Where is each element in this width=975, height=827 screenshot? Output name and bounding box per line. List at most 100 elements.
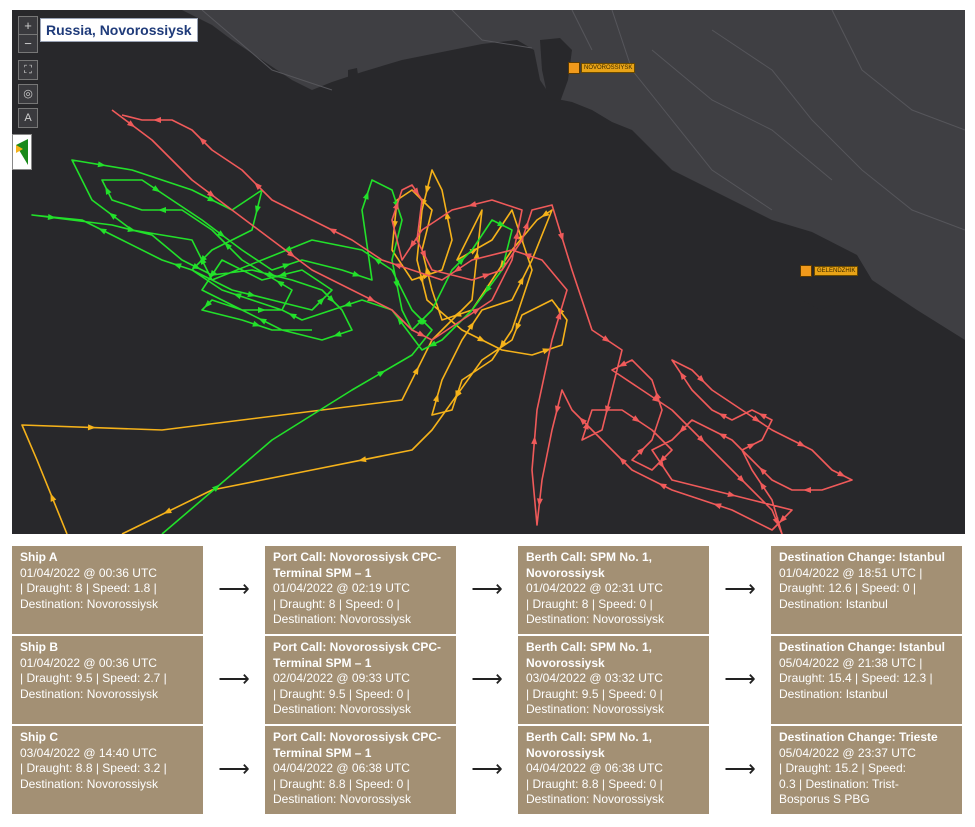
- land-bay-novorossiysk: [540, 38, 572, 102]
- timeline-arrow-icon: ⟶: [218, 576, 250, 601]
- north-button[interactable]: A: [18, 108, 38, 128]
- ship-a-track-arrow: [482, 273, 491, 280]
- card-heading: Destination Change: Trieste: [779, 730, 938, 744]
- ship-a-track-arrow: [759, 481, 767, 490]
- ship-a-track-arrow: [752, 415, 761, 423]
- ship-a-track-arrow: [727, 491, 736, 497]
- ship-b-track-arrow: [212, 484, 221, 492]
- port-marker-novorossiysk[interactable]: [568, 62, 580, 74]
- ship-c-track-arrow: [50, 493, 57, 502]
- ship-a-track-arrow: [393, 263, 402, 270]
- track-legend-toggle[interactable]: [12, 134, 32, 170]
- ship-a-track-arrow: [837, 470, 846, 477]
- ship-a-track-arrow: [619, 457, 627, 465]
- ship-b-track-arrow: [393, 280, 400, 289]
- ship-a-track-arrow: [522, 221, 529, 230]
- zoom-in-button[interactable]: +: [24, 18, 32, 33]
- ship-b-track: [31, 159, 513, 534]
- ship-a-track-arrow: [618, 360, 627, 367]
- ship-a-track-arrow: [557, 232, 564, 242]
- card-body: 01/04/2022 @ 02:31 UTC | Draught: 8 | Sp…: [526, 581, 665, 626]
- ship-a-track-arrow: [555, 311, 562, 320]
- ship-a-track-arrow: [468, 201, 477, 207]
- port-marker-gelendzhik[interactable]: [800, 265, 812, 277]
- card-body: 05/04/2022 @ 21:38 UTC | Draught: 15.4 |…: [779, 655, 933, 701]
- ship-b-track-arrow: [288, 313, 297, 320]
- locate-button[interactable]: ◎: [18, 84, 38, 104]
- ship-a-track-arrow: [797, 440, 806, 447]
- timeline-card: Berth Call: SPM No. 1, Novorossiysk 03/04…: [518, 636, 709, 724]
- land-coast: [182, 10, 965, 340]
- ship-c-track-arrow: [467, 321, 475, 330]
- ship-a-track-arrow: [453, 265, 462, 273]
- port-label-gelendzhik: GELENDZHIK: [814, 266, 859, 276]
- card-body: 01/04/2022 @ 18:51 UTC | Draught: 12.6 |…: [779, 565, 923, 611]
- ship-b-track-arrow: [352, 270, 361, 277]
- zoom-controls: + −: [18, 16, 38, 53]
- timeline-arrow-icon: ⟶: [471, 576, 503, 601]
- ship-b-track-arrow: [97, 161, 106, 168]
- ship-a-track-arrow: [658, 483, 667, 490]
- ship-a-track-arrow: [555, 405, 561, 414]
- ship-a-track-arrow: [472, 307, 481, 315]
- ship-b-track-arrow: [317, 297, 325, 305]
- ship-b-track-arrow: [233, 293, 242, 300]
- ship-b-track-arrow: [258, 318, 267, 325]
- ship-b-track-arrow: [98, 228, 107, 235]
- timeline-card: Ship B 01/04/2022 @ 00:36 UTC | Draught: …: [12, 636, 203, 724]
- ship-c-track-arrow: [453, 310, 462, 317]
- ship-b-track-arrow: [247, 291, 256, 297]
- map-canvas[interactable]: [12, 10, 965, 534]
- ship-c-track-arrow: [454, 390, 462, 399]
- ship-b-track-arrow: [152, 185, 161, 193]
- timeline-card: Berth Call: SPM No. 1, Novorossiysk 01/04…: [518, 546, 709, 634]
- card-heading: Ship A: [20, 550, 58, 564]
- timeline-card: Berth Call: SPM No. 1, Novorossiysk 04/04…: [518, 726, 709, 814]
- ship-c-track-arrow: [517, 276, 524, 285]
- timeline-arrow-icon: ⟶: [471, 756, 503, 781]
- ship-c-track-arrow: [433, 393, 439, 403]
- ship-a-track-arrow: [579, 417, 587, 425]
- card-heading: Ship B: [20, 640, 58, 654]
- ship-a-track-arrow: [737, 475, 745, 483]
- land-bay-gelendzhik: [792, 250, 848, 310]
- ship-a-track-arrow: [523, 253, 532, 260]
- ship-b-track-arrow: [158, 207, 166, 213]
- ship-a-track-arrow: [420, 250, 427, 259]
- ship-c-track-arrow: [418, 275, 424, 284]
- ship-a-track-arrow: [582, 421, 589, 430]
- timeline-arrow-icon: ⟶: [724, 576, 756, 601]
- ship-b-track-arrow: [209, 270, 217, 279]
- fullscreen-button[interactable]: ⛶: [18, 60, 38, 80]
- ship-b-track-arrow: [255, 205, 261, 214]
- card-body: 05/04/2022 @ 23:37 UTC | Draught: 15.2 |…: [779, 745, 916, 807]
- ship-b-track-arrow: [204, 300, 212, 308]
- ship-a-track-arrow: [803, 487, 811, 493]
- ship-a-track-arrow: [772, 517, 779, 526]
- ship-a-track-arrow: [657, 460, 665, 469]
- ship-b-track-arrow: [199, 255, 207, 263]
- timeline-arrow-icon: ⟶: [471, 666, 503, 691]
- card-body: 03/04/2022 @ 14:40 UTC | Draught: 8.8 | …: [20, 745, 167, 791]
- ship-a-track-arrow: [632, 415, 641, 423]
- ship-b-track-arrow: [192, 263, 201, 270]
- ship-a-track-arrow: [417, 330, 426, 337]
- ship-a-track-arrow: [713, 503, 722, 510]
- ship-b-track-arrow: [276, 280, 285, 288]
- ship-b-track-arrow: [343, 300, 352, 307]
- ship-a-track-arrow: [758, 413, 767, 420]
- ship-b-track-arrow: [497, 220, 506, 227]
- ship-b-track-arrow: [252, 320, 261, 327]
- ship-b-track-arrow: [278, 271, 287, 277]
- port-label-novorossiysk: NOVOROSSIYSK: [581, 63, 636, 73]
- ship-a-track-arrow: [605, 405, 611, 414]
- zoom-out-button[interactable]: −: [19, 34, 37, 52]
- timeline-card: Destination Change: Istanbul 01/04/2022 @…: [771, 546, 962, 634]
- ship-c-track-arrow: [541, 210, 550, 218]
- card-heading: Ship C: [20, 730, 58, 744]
- ship-b-track-arrow: [457, 257, 465, 265]
- timeline-card: Port Call: Novorossiysk CPC- Terminal SP…: [265, 726, 456, 814]
- map-view[interactable]: Russia, Novorossiysk + − ⛶ ◎ A NOVOROSSI…: [12, 10, 965, 534]
- ship-c-track-arrow: [542, 348, 551, 355]
- ship-b-track-arrow: [362, 191, 369, 200]
